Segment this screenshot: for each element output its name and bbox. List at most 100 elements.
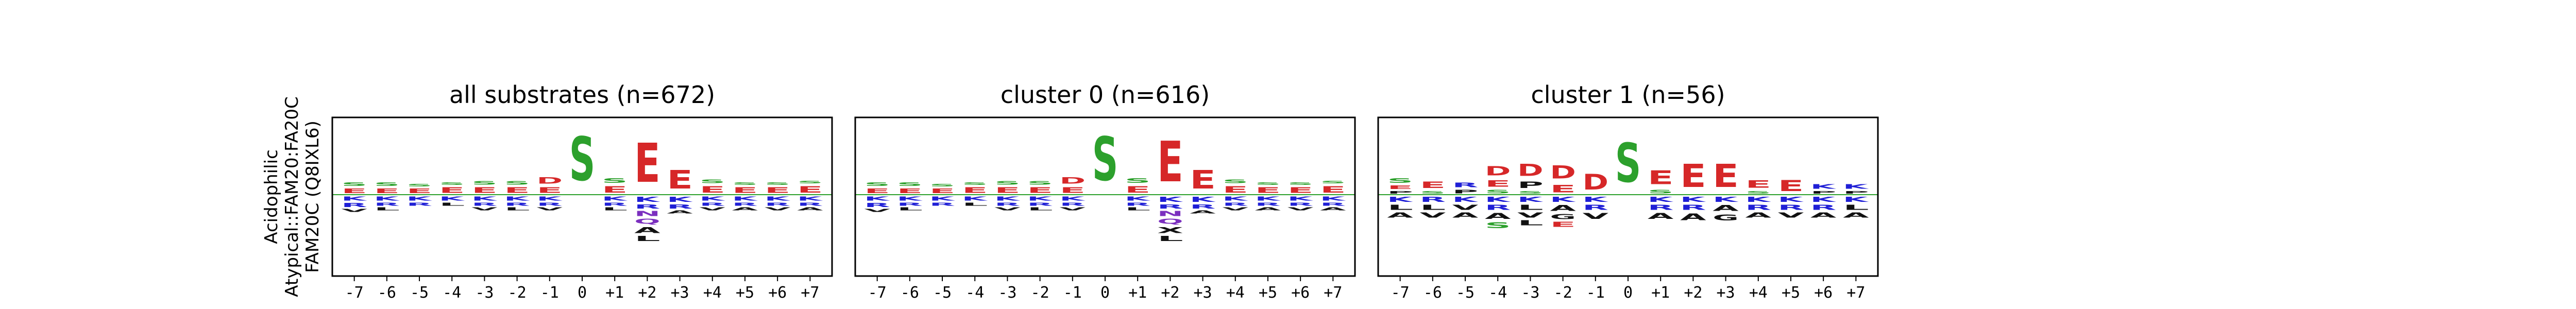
logo-column: S [1615,132,1641,195]
logo-letter: R [1680,203,1706,211]
logo-letter: E [1125,184,1151,195]
logo-letter: A [1745,212,1771,219]
logo-letter: R [994,202,1021,207]
logo-letter: R [1745,203,1772,211]
logo-letter: Q [634,218,660,226]
x-tick-label: -7 [868,284,887,302]
logo-letter: V [1287,207,1314,211]
logo-letter: P [1517,180,1544,190]
logo-letter: S [1745,190,1771,195]
logo-letter: K [1713,196,1739,203]
logo-letter: E [602,184,628,195]
logo-letter: K [765,196,790,202]
logo-letter: E [634,132,660,195]
logo-letter: S [864,181,890,187]
logo-column: ES KL [962,181,988,207]
x-tick-label: -7 [345,284,364,302]
logo-column: ES KRV [1222,178,1248,211]
x-tick-label: +5 [736,284,754,302]
logo-letter: R [471,202,498,207]
logo-letter: K [994,196,1020,202]
logo-letter: K [1843,196,1869,203]
logo-letter: L [1387,203,1413,211]
logo-letter: S [406,183,433,187]
logo-column: ES KRL [504,180,530,211]
x-tick-label: -7 [1391,284,1410,302]
logo-letter: S [1615,132,1641,195]
row-label-line: Acidophilic [261,149,282,244]
logo-letter: K [864,196,890,202]
logo-letter: K [341,196,367,202]
logo-letter: K [1680,196,1706,203]
logo-letter: R [1320,202,1346,207]
logo-letter: E [1713,158,1739,195]
logo-column: S [569,125,596,195]
logo-letter: A [1485,212,1511,221]
logo-letter: R [765,202,791,207]
logo-letter: S [1222,178,1248,184]
logo-letter: E [1190,165,1216,195]
logo-letter: R [797,202,823,207]
logo-letter: V [341,208,367,213]
logo-letter: V [537,207,563,211]
logo-letter: V [864,208,890,213]
x-tick-label: -1 [1063,284,1082,302]
logo-letter: K [537,196,563,202]
logo-letter: A [1190,210,1216,214]
logo-letter: R [699,202,725,207]
x-tick-label: -5 [410,284,429,302]
logo-letter: K [1810,196,1837,203]
logo-letter: K [1387,196,1413,203]
logo-letter: K [1517,196,1544,203]
logo-letter: A [1843,212,1869,219]
logo-letter: S [797,180,823,184]
logo-letter: S [374,181,400,187]
logo-letter: A [1713,204,1739,213]
logo-letter: R [1583,203,1609,211]
logo-letter: E [732,186,758,195]
logo-letter: K [504,196,530,202]
logo-letter: K [374,196,400,202]
panel-title: cluster 1 (n=56) [1531,81,1725,109]
x-tick-label: +2 [1684,284,1702,302]
logo-letter: E [864,187,890,195]
logo-column: ES KRL [1125,177,1151,211]
logo-letter: L [374,207,400,211]
logo-letter: S [504,180,530,186]
logo-column: ES KRV [765,181,791,211]
logo-letter: S [1485,188,1511,195]
logo-letter: K [1485,196,1511,203]
logo-letter: P [1452,188,1479,195]
logo-letter: K [1778,196,1804,203]
logo-letter: E [1550,221,1576,229]
x-tick-label: +5 [1782,284,1800,302]
logo-column: ES KRL [374,181,400,211]
x-tick-label: +1 [1651,284,1670,302]
logo-letter: A [1680,212,1706,222]
logo-letter: R [1452,181,1479,188]
logo-letter: D [537,175,563,185]
x-tick-label: -5 [1456,284,1475,302]
logo-letter: S [1485,221,1511,230]
logo-letter: V [471,207,498,211]
x-tick-label: +5 [1259,284,1277,302]
logo-letter: E [897,187,923,195]
logo-letter: K [700,196,725,202]
logo-letter: V [1420,212,1446,219]
logo-letter: E [1287,186,1314,195]
x-tick-label: -2 [1554,284,1572,302]
logo-letter: K [1320,196,1346,202]
logo-letter: K [797,196,823,202]
logo-letter: A [634,226,660,235]
logo-column: S [1092,125,1118,195]
logo-column: PES KLA [1387,177,1413,219]
logo-column: PR KVA [1452,181,1479,219]
panel-frame [1377,116,1879,277]
logo-letter: L [1125,207,1151,211]
logo-letter: K [1843,183,1869,191]
